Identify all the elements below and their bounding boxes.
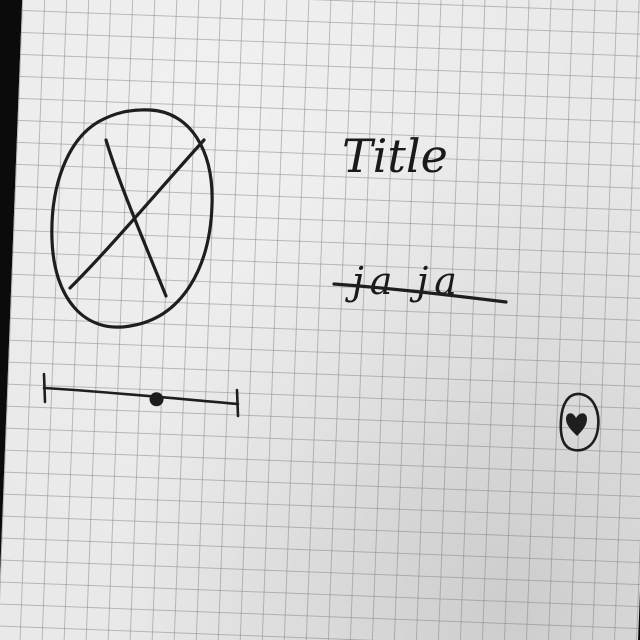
favorite-button-circle (559, 392, 600, 452)
text-input-underline (332, 282, 508, 304)
slider-thumb[interactable] (149, 392, 164, 407)
image-placeholder-x-icon (104, 138, 168, 298)
slider-track (42, 386, 240, 406)
favorite-button[interactable] (559, 392, 600, 452)
image-placeholder-circle (50, 108, 214, 329)
text-input-value: ja ja (345, 259, 463, 303)
heart-icon (566, 413, 587, 436)
slider-start-tick (42, 372, 47, 404)
slider[interactable] (42, 372, 240, 418)
image-placeholder-x-stroke (68, 138, 206, 290)
slider-end-tick (235, 388, 240, 418)
text-input[interactable]: ja ja (332, 259, 508, 304)
image-placeholder (50, 108, 214, 329)
page-title: Title (342, 129, 448, 183)
